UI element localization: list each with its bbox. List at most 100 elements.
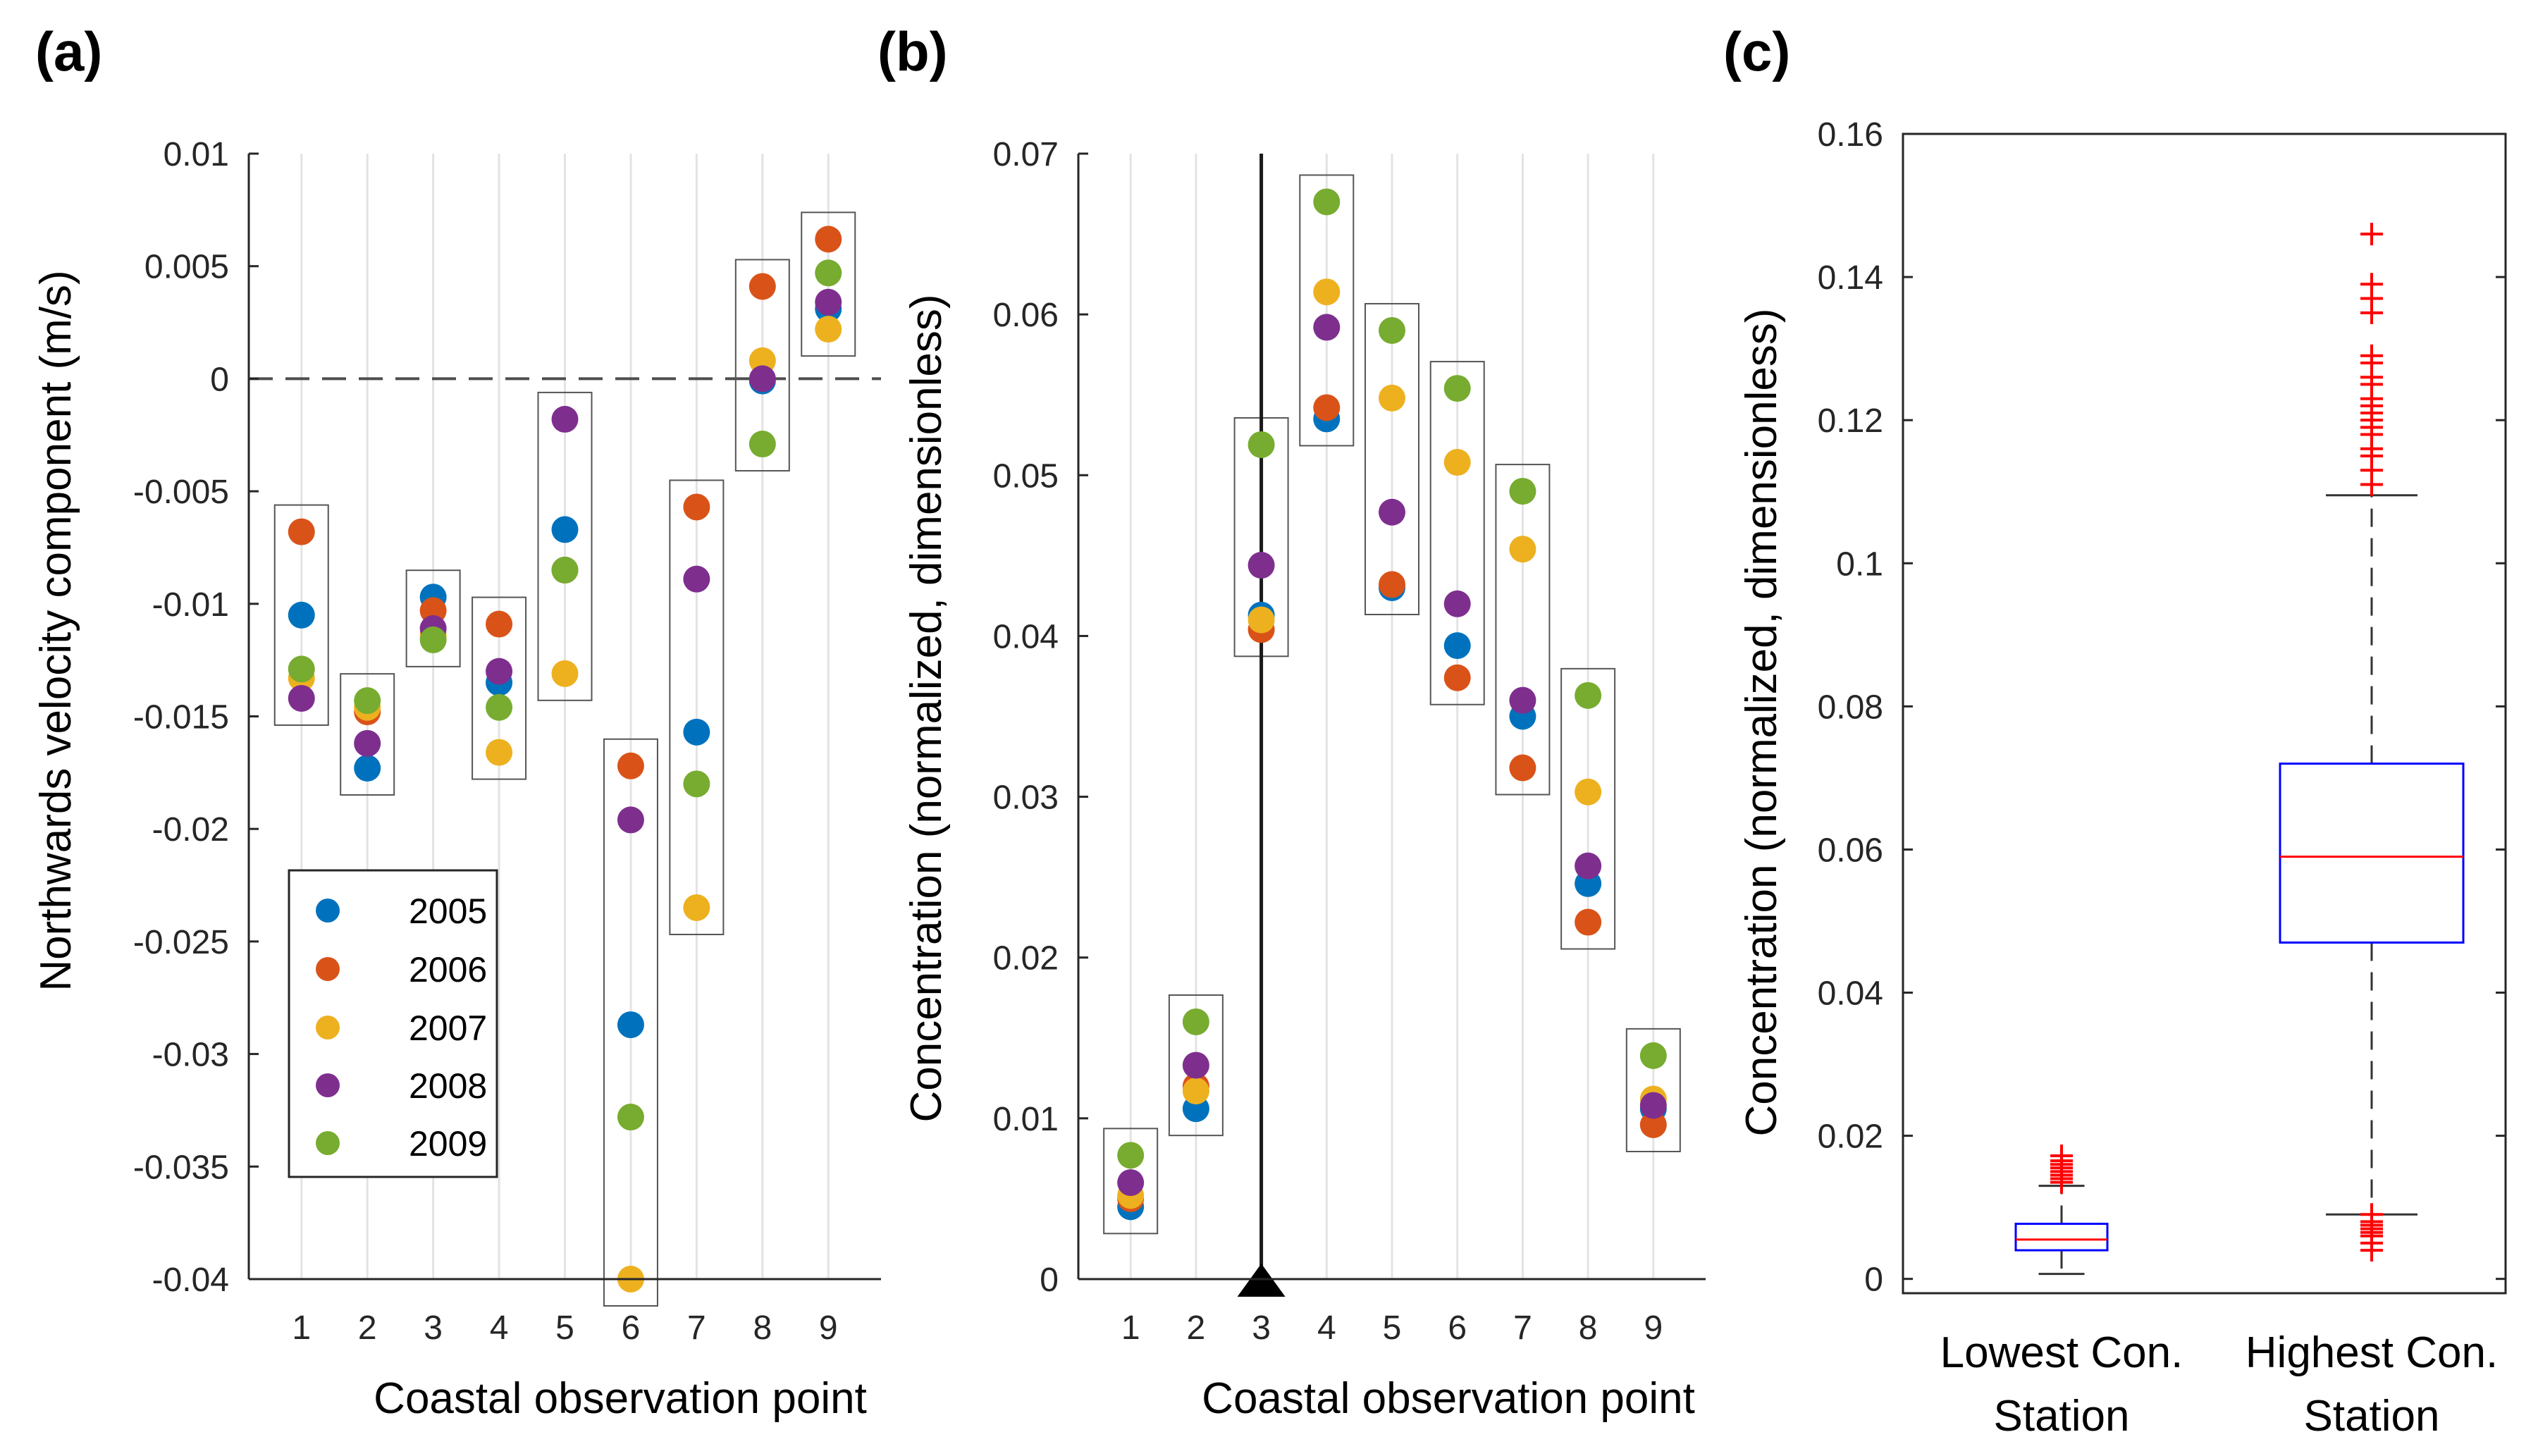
panel-b-group-boxes <box>1103 174 1681 1235</box>
x-tick-label: 4 <box>490 1309 509 1347</box>
group-box-9 <box>801 211 856 357</box>
group-box-6 <box>603 738 658 1307</box>
point-2007-9 <box>815 316 842 343</box>
panel-a-gridlines <box>300 154 830 1279</box>
y-tick-label: 0.06 <box>993 297 1059 334</box>
y-tick-label: 0.01 <box>164 136 229 173</box>
panel-b-axes <box>1077 152 1706 1281</box>
point-2005-2 <box>354 754 381 782</box>
panel-c-category-1-line1: Lowest Con. <box>1940 1328 2183 1377</box>
point-2007-4 <box>486 739 513 766</box>
panel-c-label: (c) <box>1723 20 1790 82</box>
y-tick-label: 0.03 <box>993 779 1059 817</box>
x-tick-label: 7 <box>687 1309 706 1347</box>
x-tick-label: 2 <box>358 1309 377 1347</box>
point-2009-2 <box>354 687 381 715</box>
point-2008-5 <box>1379 498 1405 526</box>
point-2009-4 <box>486 693 513 721</box>
point-2008-6 <box>1443 590 1471 617</box>
y-tick-label: 0.02 <box>993 940 1059 977</box>
point-2008-8 <box>1575 852 1602 880</box>
point-2008-2 <box>354 729 381 757</box>
x-tick-label: 7 <box>1513 1309 1532 1347</box>
panel-b-xlabel: Coastal observation point <box>1202 1374 1695 1423</box>
point-2007-4 <box>1313 278 1341 306</box>
point-2007-5 <box>1379 384 1405 412</box>
panel-b: (b) 0 0.01 0.02 0.03 0.04 0.05 0.06 0.07 1 2 3 4 5 6 7… <box>877 20 1706 1423</box>
y-tick-label: 0.04 <box>1818 975 1883 1013</box>
point-2006-8 <box>1575 908 1602 936</box>
point-2009-9 <box>815 259 842 287</box>
y-tick-label: 0.08 <box>1818 689 1883 726</box>
iqr-box <box>2279 763 2465 944</box>
y-tick-label: 0.02 <box>1818 1118 1883 1156</box>
x-tick-label: 5 <box>555 1309 574 1347</box>
y-tick-label: 0 <box>1864 1261 1883 1299</box>
x-tick-label: 4 <box>1317 1309 1336 1347</box>
x-tick-label: 3 <box>424 1309 443 1347</box>
point-2007-2 <box>1182 1078 1209 1105</box>
point-2006-1 <box>288 518 315 545</box>
panel-c-boxplots <box>2014 223 2465 1276</box>
legend-label-2009: 2009 <box>409 1124 487 1164</box>
point-2009-8 <box>749 431 776 458</box>
point-2008-9 <box>1639 1092 1667 1119</box>
y-tick-label: 0.06 <box>1818 832 1883 869</box>
legend-label-2007: 2007 <box>409 1008 487 1048</box>
y-tick-label: -0.01 <box>152 586 229 624</box>
point-2005-6 <box>1443 632 1471 660</box>
point-2006-8 <box>749 273 776 300</box>
panel-b-label: (b) <box>877 20 948 82</box>
x-tick-label: 8 <box>753 1309 772 1347</box>
panel-c-plot-frame <box>1902 132 2507 1295</box>
legend-label-2005: 2005 <box>409 892 487 931</box>
point-2005-1 <box>288 601 315 629</box>
panel-c-category-1-line2: Station <box>1993 1392 2129 1440</box>
y-tick-label: 0.1 <box>1836 545 1883 583</box>
x-tick-label: 6 <box>622 1309 641 1347</box>
x-tick-label: 1 <box>292 1309 311 1347</box>
panel-a-label: (a) <box>35 20 102 82</box>
panel-c-ticks: 0 0.02 0.04 0.06 0.08 0.1 0.12 0.14 0.16 <box>1818 116 2506 1299</box>
point-2008-6 <box>617 806 644 834</box>
x-tick-label: 9 <box>819 1309 838 1347</box>
y-tick-label: 0.01 <box>993 1101 1059 1138</box>
point-2009-9 <box>1639 1042 1667 1069</box>
group-box-7 <box>669 479 725 935</box>
panel-b-points <box>1117 188 1667 1221</box>
group-box-2 <box>340 673 395 796</box>
group-box-1 <box>1103 1128 1159 1235</box>
legend: 2005 2006 2007 2008 2009 <box>288 869 498 1178</box>
group-box-8 <box>734 259 790 472</box>
group-box-4 <box>472 596 527 780</box>
point-2007-7 <box>683 894 710 921</box>
group-box-9 <box>1625 1028 1681 1152</box>
point-2006-6 <box>1443 664 1471 691</box>
group-box-1 <box>273 504 329 726</box>
point-2006-5 <box>1379 571 1405 598</box>
point-2009-1 <box>288 655 315 683</box>
y-tick-label: 0.16 <box>1818 116 1883 154</box>
point-2007-5 <box>551 660 579 687</box>
y-tick-label: -0.02 <box>152 811 229 849</box>
y-tick-label: -0.03 <box>152 1037 229 1074</box>
point-2007-6 <box>1443 449 1471 476</box>
point-2009-7 <box>683 770 710 798</box>
y-tick-label: -0.015 <box>133 699 229 736</box>
group-box-5 <box>537 391 593 701</box>
point-2008-4 <box>1313 314 1341 341</box>
point-2009-6 <box>617 1104 644 1131</box>
y-tick-label: 0 <box>1040 1261 1059 1299</box>
point-2007-3 <box>1248 606 1275 634</box>
group-box-4 <box>1299 174 1355 447</box>
panel-a-xlabel: Coastal observation point <box>374 1374 867 1423</box>
point-2009-5 <box>551 556 579 584</box>
legend-marker-2008 <box>316 1073 340 1097</box>
point-2008-1 <box>288 684 315 712</box>
panel-a-group-boxes <box>273 211 856 1307</box>
x-tick-label: 2 <box>1187 1309 1206 1347</box>
panel-c-ylabel: Concentration (normalized, dimensionless… <box>1737 308 1786 1136</box>
point-2005-5 <box>551 516 579 543</box>
y-tick-label: -0.025 <box>133 924 229 961</box>
boxplot-2 <box>2279 223 2465 1262</box>
